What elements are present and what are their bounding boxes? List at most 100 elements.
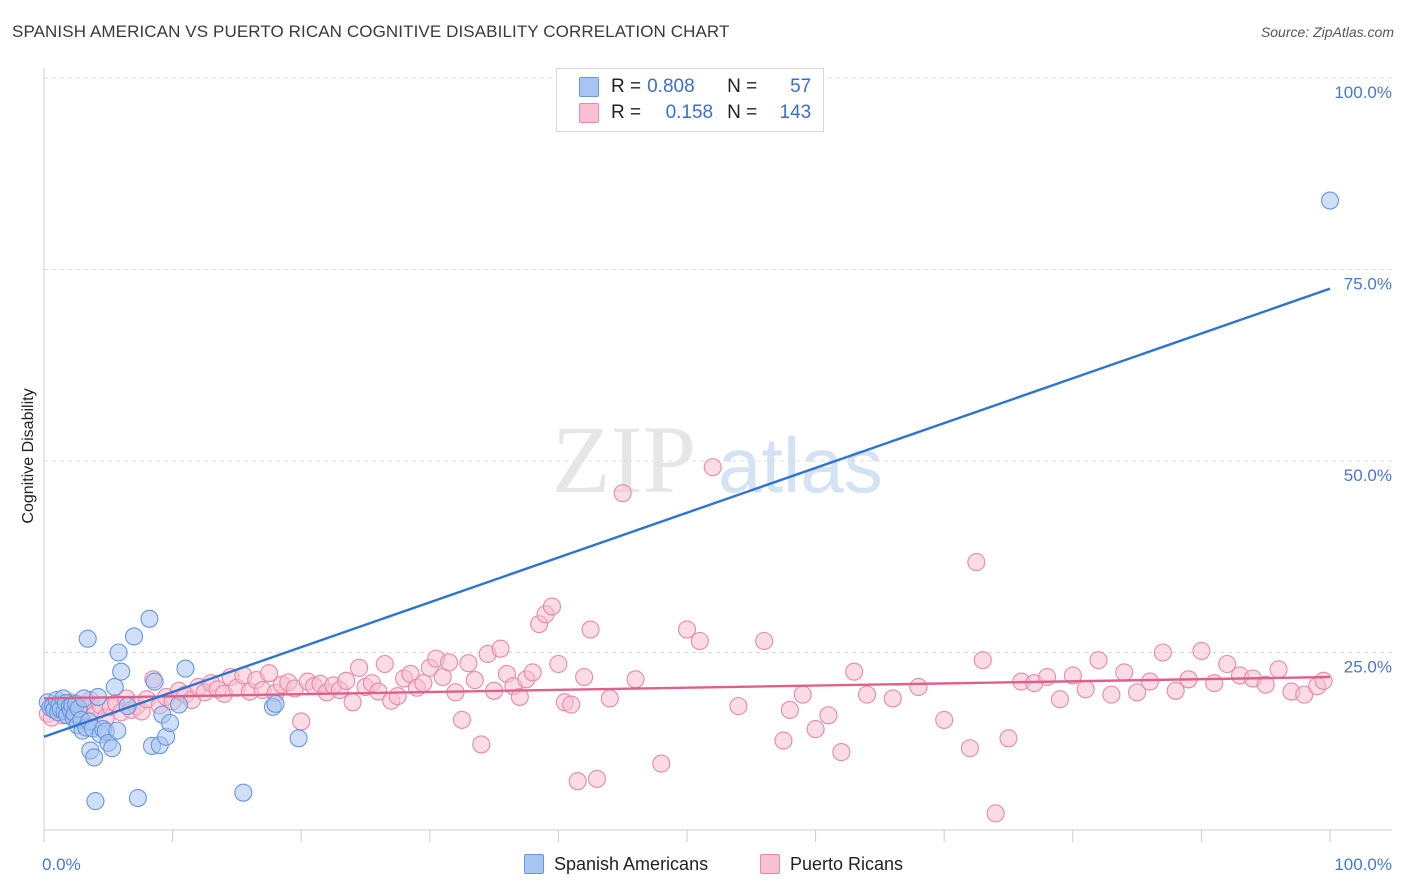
data-point bbox=[677, 620, 697, 639]
data-point bbox=[542, 597, 562, 616]
data-point bbox=[414, 674, 433, 693]
data-point bbox=[793, 685, 812, 704]
data-point bbox=[652, 754, 671, 773]
spanish-americans-points bbox=[38, 191, 1340, 811]
data-point bbox=[266, 694, 285, 713]
x-tick-label-min: 0.0% bbox=[42, 855, 81, 874]
data-point bbox=[857, 685, 877, 704]
data-point bbox=[1063, 666, 1082, 685]
data-point bbox=[973, 651, 992, 670]
legend-row-spanish-americans: R = 0.808 N = 57 bbox=[579, 74, 811, 100]
data-point bbox=[986, 804, 1005, 823]
y-tick-label: 25.0% bbox=[1344, 658, 1392, 677]
data-point bbox=[600, 689, 619, 708]
bottom-legend-spanish-americans: Spanish Americans bbox=[524, 852, 708, 876]
trend-lines bbox=[43, 287, 1331, 738]
y-axis-label: Cognitive Disability bbox=[20, 388, 37, 523]
data-point bbox=[169, 695, 189, 714]
data-point bbox=[1076, 680, 1095, 699]
data-point bbox=[388, 687, 407, 706]
data-point bbox=[1089, 651, 1108, 670]
y-tick-labels: 100.0% 75.0% 50.0% 25.0% bbox=[1334, 83, 1392, 677]
legend-r-label: R = bbox=[611, 76, 642, 97]
bottom-legend-puerto-ricans: Puerto Ricans bbox=[760, 852, 903, 876]
data-point bbox=[909, 677, 928, 697]
data-point bbox=[491, 639, 510, 658]
trend-line bbox=[43, 675, 1331, 700]
data-point bbox=[729, 697, 748, 716]
data-point bbox=[581, 620, 600, 639]
data-point bbox=[562, 695, 581, 714]
data-point bbox=[832, 743, 851, 762]
legend-n-label: N = bbox=[727, 102, 758, 123]
bottom-legend-swatch-spanish-americans bbox=[524, 854, 544, 874]
watermark-atlas: atlas bbox=[718, 421, 883, 509]
legend-r-value: 0.158 bbox=[665, 102, 714, 123]
data-point bbox=[575, 667, 594, 687]
data-point bbox=[1128, 683, 1147, 702]
data-point bbox=[1192, 641, 1211, 661]
data-point bbox=[145, 672, 164, 691]
data-point bbox=[1314, 671, 1333, 690]
data-point bbox=[1102, 685, 1121, 704]
x-ticks bbox=[43, 830, 1331, 842]
data-point bbox=[78, 629, 97, 648]
data-point bbox=[103, 739, 122, 758]
data-point bbox=[259, 664, 279, 683]
legend-swatch-spanish-americans bbox=[579, 77, 599, 97]
data-point bbox=[1050, 690, 1069, 709]
data-point bbox=[465, 671, 484, 690]
data-point bbox=[440, 653, 459, 672]
bottom-legend-swatch-puerto-ricans bbox=[760, 854, 780, 874]
bottom-legend-label: Puerto Ricans bbox=[790, 853, 904, 874]
data-point bbox=[350, 658, 369, 677]
data-point bbox=[289, 729, 308, 748]
stats-legend: R = 0.808 N = 57 R = 0.158 N = 143 bbox=[556, 68, 824, 132]
data-point bbox=[523, 663, 542, 682]
gridlines bbox=[44, 77, 1392, 653]
data-point bbox=[109, 643, 128, 662]
data-point bbox=[626, 670, 645, 689]
x-tick-label-max: 100.0% bbox=[1334, 855, 1392, 874]
data-point bbox=[960, 739, 979, 758]
data-point bbox=[774, 731, 793, 750]
legend-n-value: 57 bbox=[790, 76, 812, 97]
legend-n-value: 143 bbox=[779, 102, 812, 123]
data-point bbox=[935, 710, 954, 729]
data-point bbox=[292, 712, 311, 731]
data-point bbox=[176, 659, 195, 678]
legend-n-label: N = bbox=[727, 76, 758, 97]
data-point bbox=[86, 792, 105, 811]
data-point bbox=[806, 720, 825, 739]
data-point bbox=[112, 662, 131, 681]
data-point bbox=[510, 687, 529, 706]
data-point bbox=[755, 631, 774, 651]
data-point bbox=[819, 706, 838, 725]
data-point bbox=[1295, 685, 1314, 704]
data-point bbox=[1115, 663, 1134, 682]
data-point bbox=[883, 689, 902, 708]
y-tick-label: 100.0% bbox=[1334, 83, 1392, 102]
data-point bbox=[967, 553, 986, 572]
data-point bbox=[690, 631, 709, 651]
y-tick-label: 50.0% bbox=[1344, 466, 1392, 485]
data-point bbox=[124, 627, 144, 646]
data-point bbox=[1256, 675, 1275, 694]
data-point bbox=[375, 654, 394, 674]
legend-swatch-puerto-ricans bbox=[579, 103, 599, 123]
data-point bbox=[549, 654, 568, 674]
data-point bbox=[587, 769, 607, 788]
data-point bbox=[845, 662, 864, 681]
data-point bbox=[1269, 660, 1288, 679]
legend-r-label: R = bbox=[611, 102, 642, 123]
data-point bbox=[1166, 681, 1185, 700]
data-point bbox=[780, 700, 799, 720]
data-point bbox=[1320, 191, 1340, 210]
data-point bbox=[140, 609, 159, 628]
data-point bbox=[108, 721, 127, 740]
data-point bbox=[337, 671, 356, 690]
data-point bbox=[703, 458, 722, 477]
data-point bbox=[85, 748, 104, 767]
trend-line bbox=[43, 287, 1331, 738]
data-point bbox=[105, 677, 124, 697]
